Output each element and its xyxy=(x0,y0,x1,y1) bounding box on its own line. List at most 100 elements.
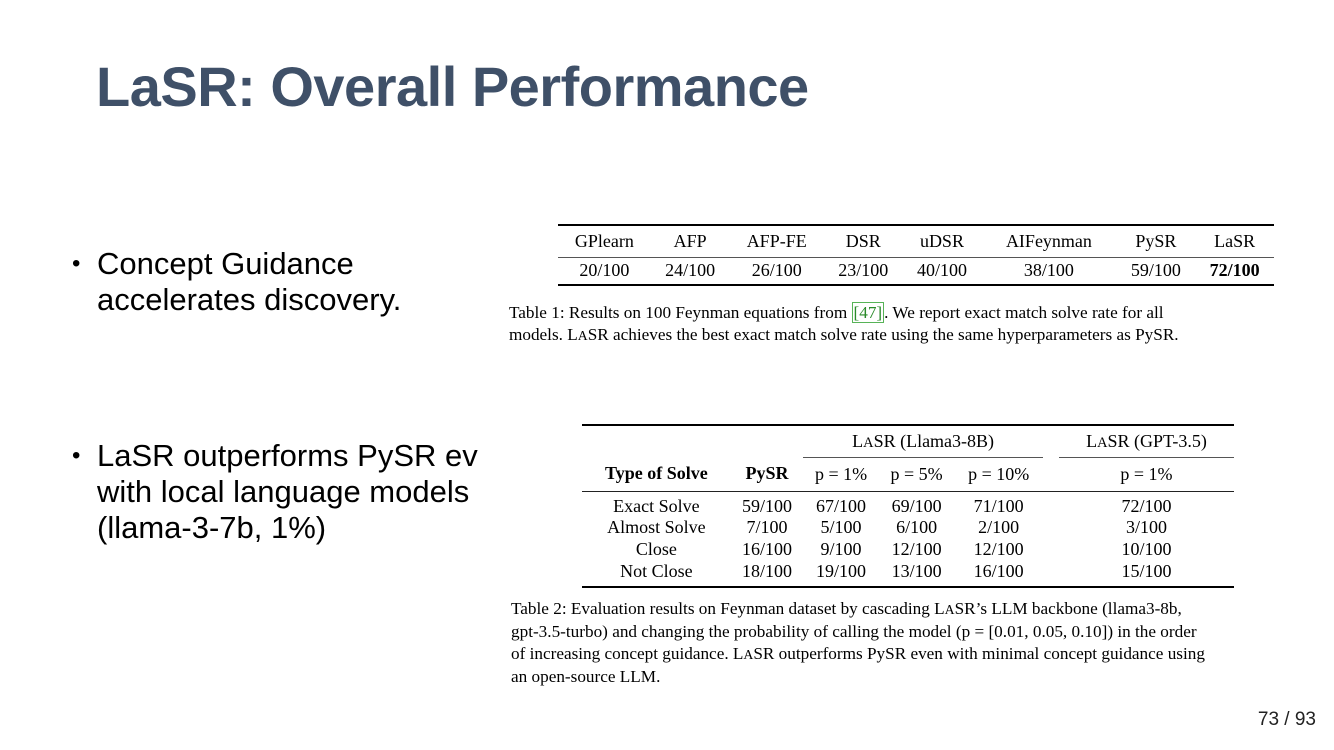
cell-udsr: 40/100 xyxy=(916,260,967,281)
header-empty xyxy=(731,425,803,457)
cell-afp: 24/100 xyxy=(665,260,716,281)
cell-gplearn: 20/100 xyxy=(579,260,630,281)
table-sub-header-row: Type of Solve PySR p = 1% p = 5% p = 10%… xyxy=(582,457,1234,492)
cell-gap xyxy=(1043,539,1059,561)
group-smallcap: A xyxy=(863,434,874,451)
table-row: Almost Solve 7/100 5/100 6/100 2/100 3/1… xyxy=(582,517,1234,539)
header-gap xyxy=(1042,457,1059,492)
cell-label: Not Close xyxy=(620,560,693,581)
table2-caption: Table 2: Evaluation results on Feynman d… xyxy=(511,598,1321,688)
caption-line: Table 2: Evaluation results on Feynman d… xyxy=(511,598,1321,621)
cell-llama-p5: 6/100 xyxy=(896,517,938,537)
header-aifeynman: AIFeynman xyxy=(981,225,1117,258)
table-group-header-row: LASR (Llama3-8B) LASR (GPT-3.5) xyxy=(582,425,1234,458)
caption-text: Table 1: Results on 100 Feynman equation… xyxy=(509,303,852,322)
header-group-gpt: LASR (GPT-3.5) xyxy=(1058,425,1234,458)
cell-llama-p1: 5/100 xyxy=(820,517,862,537)
bullet-marker: • xyxy=(72,250,81,277)
bullet-text: Concept Guidance accelerates discovery. xyxy=(97,246,401,318)
cell-llama-p10: 71/100 xyxy=(973,495,1024,516)
cell-llama-p10: 12/100 xyxy=(973,539,1024,559)
caption-text: SR outperforms PySR even with minimal co… xyxy=(753,644,1205,663)
caption-line: of increasing concept guidance. LASR out… xyxy=(511,643,1321,666)
table-backbone-evaluation: LASR (Llama3-8B) LASR (GPT-3.5) Type of … xyxy=(582,424,1234,588)
table-row: Close 16/100 9/100 12/100 12/100 10/100 xyxy=(582,539,1234,561)
bullet-line: (llama-3-7b, 1%) xyxy=(97,510,327,545)
cell-label: Close xyxy=(635,539,677,559)
group-text: SR (Llama3-8B) xyxy=(873,430,995,451)
header-dsr: DSR xyxy=(823,225,903,258)
cell-gpt-p1: 72/100 xyxy=(1121,495,1172,516)
header-pysr: PySR xyxy=(730,457,804,492)
cell-pysr: 16/100 xyxy=(741,539,792,559)
caption-line: Table 1: Results on 100 Feynman equation… xyxy=(509,302,1329,324)
cell-gpt-p1: 10/100 xyxy=(1121,539,1172,559)
bullet-lasr-outperforms: • LaSR outperforms PySR ev with local la… xyxy=(72,438,508,558)
page-separator: / xyxy=(1284,709,1290,730)
header-llama-p5: p = 5% xyxy=(878,457,955,492)
cell-aifeynman: 38/100 xyxy=(1023,260,1074,281)
bullet-marker: • xyxy=(72,442,81,469)
cell-pysr: 18/100 xyxy=(741,560,792,581)
header-gplearn: GPlearn xyxy=(558,225,651,258)
citation-link[interactable]: [47] xyxy=(851,302,885,323)
header-gap xyxy=(1043,425,1059,457)
header-lasr: LaSR xyxy=(1195,225,1274,258)
cell-llama-p1: 67/100 xyxy=(816,495,867,516)
page-current: 73 xyxy=(1257,709,1280,730)
page-total: 93 xyxy=(1294,709,1316,730)
bullet-line: Concept Guidance xyxy=(97,246,354,281)
header-type-of-solve: Type of Solve xyxy=(582,457,731,492)
slide-number: 73 / 93 xyxy=(1258,709,1316,731)
table-row: 20/100 24/100 26/100 23/100 40/100 38/10… xyxy=(558,257,1274,285)
cell-pysr: 59/100 xyxy=(1130,260,1181,281)
caption-text: models. L xyxy=(509,325,578,344)
table-feynman-results: GPlearn AFP AFP-FE DSR uDSR AIFeynman Py… xyxy=(558,224,1274,286)
cell-llama-p5: 12/100 xyxy=(891,539,942,559)
cell-gap xyxy=(1043,491,1059,517)
bullet-line: with local language models xyxy=(97,474,470,509)
caption-text: . We report exact match solve rate for a… xyxy=(884,303,1164,322)
caption-line: models. LASR achieves the best exact mat… xyxy=(509,324,1329,347)
bullet-line: LaSR outperforms PySR ev xyxy=(97,438,478,473)
cell-label: Exact Solve xyxy=(613,495,700,516)
caption-line: gpt-3.5-turbo) and changing the probabil… xyxy=(511,622,1197,641)
caption-line: an open-source LLM. xyxy=(511,667,661,686)
cell-gap xyxy=(1043,517,1059,539)
header-group-llama: LASR (Llama3-8B) xyxy=(803,425,1043,458)
caption-text: of increasing concept guidance. L xyxy=(511,644,744,663)
bullet-text: LaSR outperforms PySR ev with local lang… xyxy=(97,438,478,546)
header-empty xyxy=(582,425,731,457)
cell-afp-fe: 26/100 xyxy=(751,260,802,281)
caption-smallcap: A xyxy=(577,328,588,343)
header-llama-p10: p = 10% xyxy=(954,457,1043,492)
table-header-row: GPlearn AFP AFP-FE DSR uDSR AIFeynman Py… xyxy=(558,225,1274,258)
group-text: L xyxy=(1086,430,1098,451)
group-text: SR (GPT-3.5) xyxy=(1107,430,1207,451)
caption-smallcap: A xyxy=(944,602,955,617)
cell-pysr: 59/100 xyxy=(741,495,792,516)
table1-caption: Table 1: Results on 100 Feynman equation… xyxy=(509,302,1329,347)
header-gpt-p1: p = 1% xyxy=(1058,457,1234,492)
header-pysr: PySR xyxy=(1116,225,1196,258)
cell-gap xyxy=(1043,561,1059,587)
cell-lasr-best: 72/100 xyxy=(1209,260,1260,281)
cell-llama-p10: 2/100 xyxy=(978,517,1020,537)
cell-llama-p1: 9/100 xyxy=(820,539,862,559)
cell-llama-p10: 16/100 xyxy=(973,560,1024,581)
cell-llama-p1: 19/100 xyxy=(816,560,867,581)
header-afp: AFP xyxy=(650,225,730,258)
table-row: Not Close 18/100 19/100 13/100 16/100 15… xyxy=(582,561,1234,587)
cell-gpt-p1: 3/100 xyxy=(1125,517,1167,537)
header-udsr: uDSR xyxy=(902,225,982,258)
cell-gpt-p1: 15/100 xyxy=(1121,560,1172,581)
cell-pysr: 7/100 xyxy=(746,517,788,537)
caption-smallcap: A xyxy=(743,647,754,662)
slide-title: LaSR: Overall Performance xyxy=(96,55,809,118)
caption-text: SR achieves the best exact match solve r… xyxy=(587,325,1179,344)
cell-llama-p5: 13/100 xyxy=(891,560,942,581)
cell-dsr: 23/100 xyxy=(838,260,889,281)
group-text: L xyxy=(852,430,864,451)
cell-llama-p5: 69/100 xyxy=(891,495,942,516)
bullet-concept-guidance: • Concept Guidance accelerates discovery… xyxy=(72,246,512,326)
